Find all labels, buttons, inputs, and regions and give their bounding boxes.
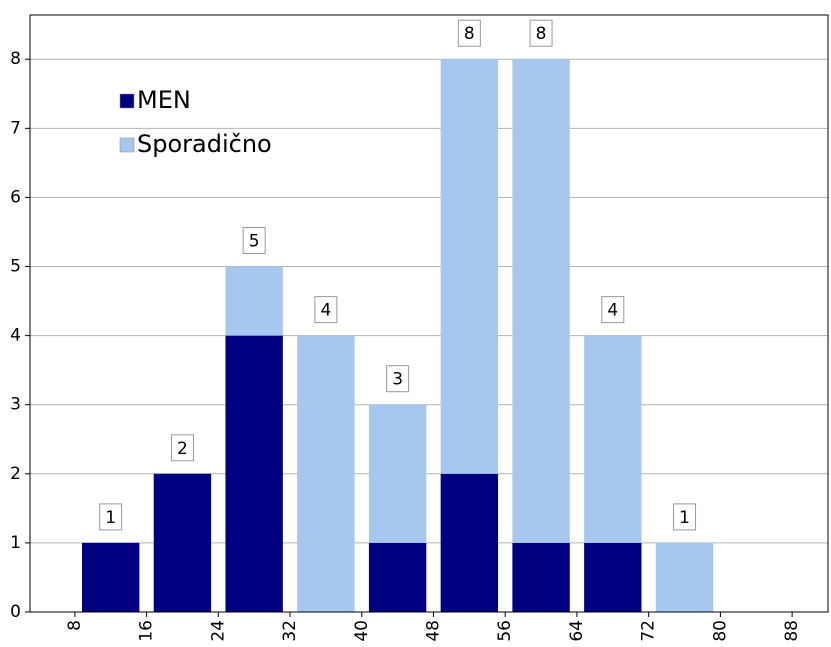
x-tick-label: 8 xyxy=(65,620,85,631)
total-label-box xyxy=(457,19,481,47)
total-label: 8 xyxy=(464,24,475,44)
total-label-box xyxy=(314,296,338,324)
y-tick-label: 2 xyxy=(10,464,21,484)
x-tick-label: 64 xyxy=(567,620,587,642)
total-label-box xyxy=(673,503,697,531)
bar-segment xyxy=(368,404,427,543)
x-tick-label: 32 xyxy=(280,620,300,642)
legend-swatch xyxy=(119,137,135,153)
y-tick-label: 6 xyxy=(10,187,21,207)
x-tick-label: 72 xyxy=(639,620,659,642)
total-label-box xyxy=(170,434,194,462)
y-tick-label: 3 xyxy=(10,395,21,415)
bar-segment xyxy=(368,542,427,612)
legend-label: MEN xyxy=(137,86,191,114)
bar-segment xyxy=(584,542,642,612)
bar-segment xyxy=(225,335,283,612)
bar-segment xyxy=(655,542,714,612)
bar-segment xyxy=(225,266,283,336)
bar-segment xyxy=(297,335,355,612)
y-tick-label: 5 xyxy=(10,257,21,277)
y-tick-label: 0 xyxy=(10,602,21,622)
total-label-box xyxy=(99,503,123,531)
total-label-box xyxy=(529,19,553,47)
total-label-box xyxy=(386,365,410,393)
total-label: 4 xyxy=(607,301,618,321)
total-label: 8 xyxy=(536,24,547,44)
x-tick-label: 24 xyxy=(208,620,228,642)
total-label: 3 xyxy=(392,370,403,390)
total-label-box xyxy=(242,227,266,255)
legend-label: Sporadično xyxy=(137,130,272,158)
legend-swatch xyxy=(119,93,135,109)
plot-frame xyxy=(29,14,829,613)
bar-segment xyxy=(82,542,140,612)
y-tick-label: 8 xyxy=(10,49,21,69)
total-label: 5 xyxy=(249,232,260,252)
bar-segment xyxy=(512,542,570,612)
x-tick-label: 16 xyxy=(137,620,157,642)
total-label: 1 xyxy=(679,508,690,528)
y-tick-label: 1 xyxy=(10,533,21,553)
total-label: 4 xyxy=(320,301,331,321)
total-label: 1 xyxy=(105,508,116,528)
bar-segment xyxy=(153,473,212,612)
bar-segment xyxy=(584,335,642,543)
x-tick-label: 40 xyxy=(352,620,372,642)
x-tick-label: 56 xyxy=(495,620,515,642)
y-tick-label: 4 xyxy=(10,326,21,346)
total-label: 2 xyxy=(177,439,188,459)
bar-segment xyxy=(512,59,570,543)
x-tick-label: 88 xyxy=(782,620,802,642)
bar-segment xyxy=(440,473,499,612)
total-label-box xyxy=(601,296,625,324)
y-tick-label: 7 xyxy=(10,118,21,138)
x-tick-label: 48 xyxy=(423,620,443,642)
bar-segment xyxy=(440,59,499,474)
x-tick-label: 80 xyxy=(710,620,730,642)
